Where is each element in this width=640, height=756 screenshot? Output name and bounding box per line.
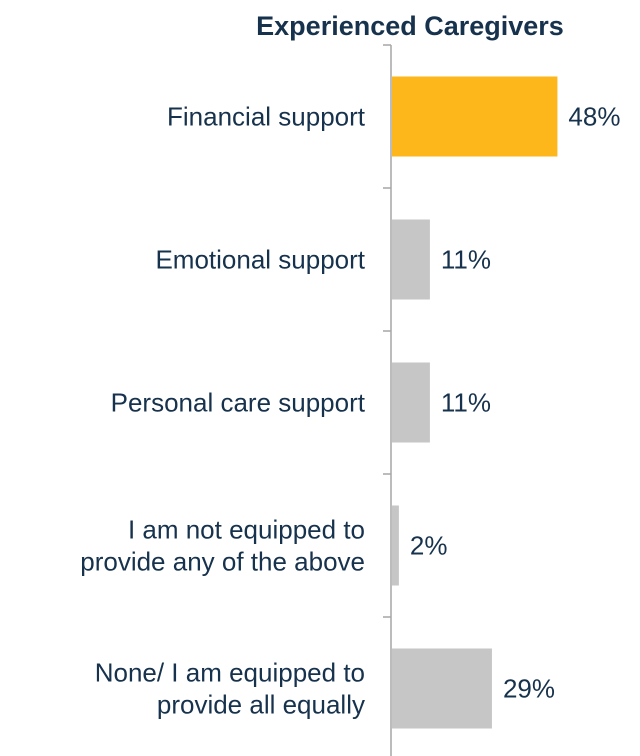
bar-1 xyxy=(392,76,558,157)
chart-title: Experienced Caregivers xyxy=(256,11,564,41)
category-label-line: provide any of the above xyxy=(80,547,365,577)
category-label-line: Emotional support xyxy=(155,245,365,275)
category-label-line: Personal care support xyxy=(111,388,366,418)
bar-2 xyxy=(392,219,430,300)
category-label-2: Emotional support xyxy=(155,245,365,275)
bar-4 xyxy=(392,505,399,586)
category-label-line: provide all equally xyxy=(157,690,365,720)
category-label-1: Financial support xyxy=(167,102,366,132)
category-label-4: I am not equipped to provide any of the a… xyxy=(80,515,365,577)
category-label-3: Personal care support xyxy=(111,388,366,418)
bar-5 xyxy=(392,648,492,729)
category-label-line: I am not equipped to xyxy=(128,515,365,545)
category-label-line: Financial support xyxy=(167,102,366,132)
value-label-3: 11% xyxy=(441,388,491,418)
value-label-1: 48% xyxy=(568,102,620,132)
category-label-line: None/ I am equipped to xyxy=(95,658,365,688)
value-label-5: 29% xyxy=(503,674,555,704)
category-label-5: None/ I am equipped to provide all equall… xyxy=(95,658,365,720)
value-label-2: 11% xyxy=(441,245,491,275)
value-label-4: 2% xyxy=(410,531,448,561)
bar-3 xyxy=(392,362,430,443)
